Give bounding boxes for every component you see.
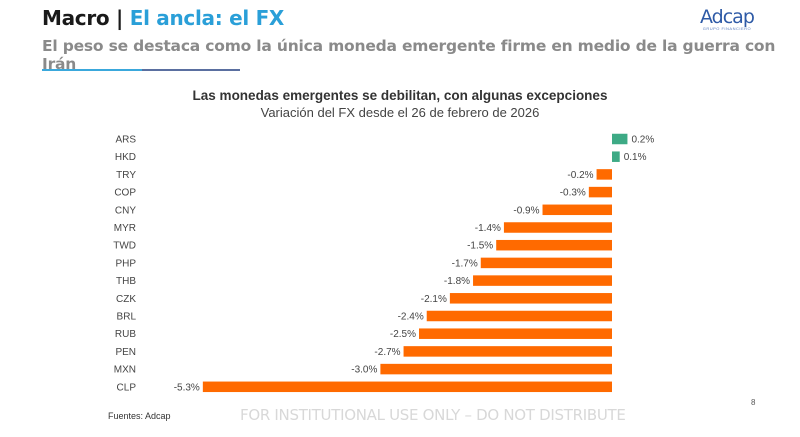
bar-brl [426, 310, 612, 322]
bar-rub [419, 328, 612, 339]
category-label-thb: THB [116, 276, 136, 287]
value-label-ars: 0.2% [631, 135, 654, 146]
bar-cny [542, 204, 612, 216]
value-label-cny: -0.9% [513, 205, 539, 216]
title-text: El ancla: el FX [129, 6, 285, 30]
bars-group: ARS 0.2% HKD 0.1% TRY -0.2% COP -0.3% CNY -0.9% MY… [113, 133, 654, 393]
category-label-try: TRY [116, 170, 136, 181]
chart-subtitle: Variación del FX desde el 26 de febrero … [260, 105, 540, 120]
category-label-cop: COP [114, 188, 136, 199]
category-label-myr: MYR [114, 223, 136, 234]
value-label-mxn: -3.0% [351, 365, 377, 376]
bar-php [480, 257, 612, 269]
value-label-rub: -2.5% [390, 329, 416, 340]
title-underline-light [42, 69, 142, 71]
category-label-pen: PEN [115, 347, 136, 358]
chart-title: Las monedas emergentes se debilitan, con… [192, 88, 608, 103]
bar-pen [403, 346, 612, 357]
category-label-czk: CZK [116, 294, 136, 305]
slide-title: Macro | El ancla: el FX [42, 6, 284, 30]
category-label-mxn: MXN [114, 365, 136, 376]
bar-myr [503, 222, 612, 233]
bar-ars [612, 133, 628, 145]
bar-czk [449, 293, 612, 304]
slide-subtitle: El peso se destaca como la única moneda … [42, 37, 776, 73]
section-label: Macro [42, 6, 110, 30]
bar-twd [496, 239, 612, 251]
bar-cop [588, 186, 612, 198]
value-label-try: -0.2% [567, 170, 593, 181]
adcap-logo: Adcap GRUPO FINANCIERO [700, 6, 755, 31]
title-underline-dark [142, 69, 240, 71]
value-label-twd: -1.5% [467, 241, 493, 252]
bar-hkd [612, 151, 620, 162]
value-label-php: -1.7% [452, 258, 478, 269]
value-label-brl: -2.4% [398, 312, 424, 323]
disclaimer: FOR INSTITUTIONAL USE ONLY – DO NOT DIST… [240, 406, 626, 424]
category-label-clp: CLP [117, 382, 137, 393]
value-label-myr: -1.4% [475, 223, 501, 234]
bar-mxn [380, 363, 612, 375]
value-label-cop: -0.3% [560, 188, 586, 199]
value-label-pen: -2.7% [374, 347, 400, 358]
category-label-hkd: HKD [115, 152, 136, 163]
category-label-php: PHP [115, 258, 136, 269]
logo-tagline: GRUPO FINANCIERO [702, 26, 752, 31]
bar-thb [473, 275, 612, 286]
value-label-hkd: 0.1% [624, 152, 647, 163]
value-label-thb: -1.8% [444, 276, 470, 287]
category-label-brl: BRL [117, 312, 137, 323]
title-separator: | [109, 6, 130, 30]
page-number: 8 [751, 398, 756, 407]
bar-try [596, 169, 612, 180]
category-label-rub: RUB [115, 329, 136, 340]
logo-brand: Adcap [700, 6, 755, 28]
category-label-cny: CNY [115, 205, 136, 216]
category-label-ars: ARS [115, 135, 136, 146]
bar-clp [202, 381, 612, 393]
value-label-clp: -5.3% [174, 382, 200, 393]
source-note: Fuentes: Adcap [108, 411, 171, 421]
category-label-twd: TWD [113, 241, 136, 252]
value-label-czk: -2.1% [421, 294, 447, 305]
